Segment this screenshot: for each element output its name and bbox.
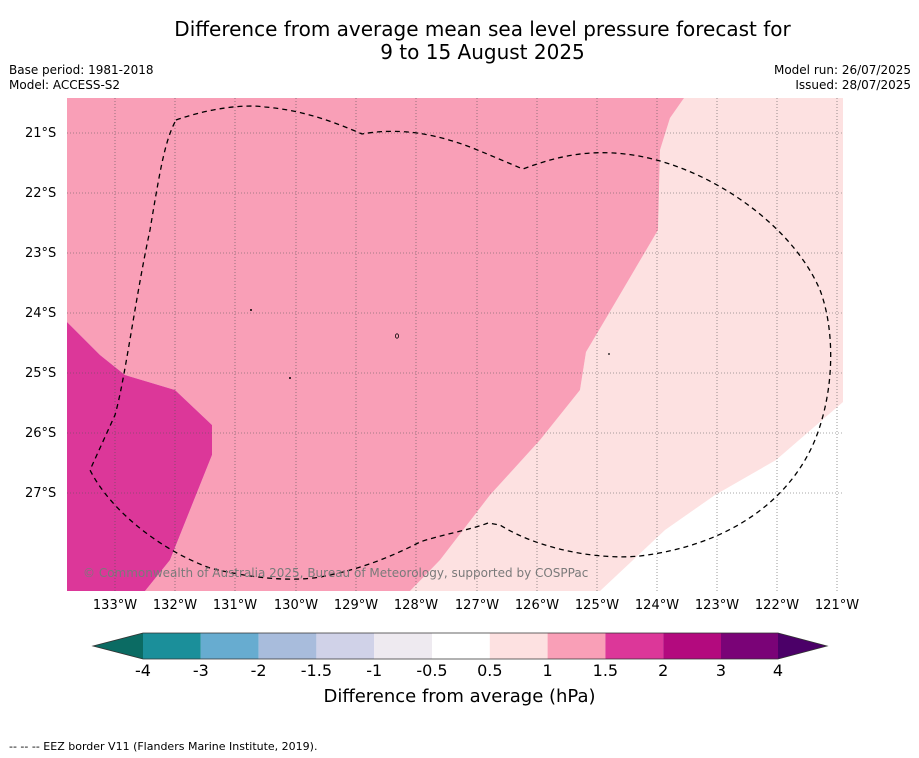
longitude-label: 126°W (514, 598, 560, 613)
colorbar-segment (143, 633, 201, 659)
colorbar-title: Difference from average (hPa) (323, 686, 596, 707)
colorbar-segment (258, 633, 317, 659)
longitude-label: 128°W (393, 598, 439, 613)
base-info: Base period: 1981-2018 Model: ACCESS-S2 (9, 63, 154, 93)
colorbar-segment (432, 633, 490, 659)
issued-date: Issued: 28/07/2025 (795, 78, 911, 92)
colorbar-high-arrow (778, 633, 827, 659)
longitude-label: 123°W (694, 598, 740, 613)
base-period: Base period: 1981-2018 (9, 63, 154, 77)
latitude-label: 23°S (25, 246, 57, 261)
eez-footnote: -- -- -- EEZ border V11 (Flanders Marine… (9, 740, 318, 753)
colorbar-segment (547, 633, 606, 659)
latitude-label: 26°S (25, 426, 57, 441)
colorbar-segment (316, 633, 375, 659)
run-info: Model run: 26/07/2025 Issued: 28/07/2025 (774, 63, 911, 93)
longitude-label: 127°W (454, 598, 500, 613)
zone-1-5-to-2 (67, 322, 212, 591)
latitude-label: 27°S (25, 486, 57, 501)
island-marker (608, 353, 610, 355)
island-marker (289, 377, 291, 379)
island-marker (394, 333, 399, 339)
latitude-label: 22°S (25, 186, 57, 201)
latitude-label: 25°S (25, 366, 57, 381)
title-line-1: Difference from average mean sea level p… (174, 17, 791, 41)
latitude-label: 24°S (25, 306, 57, 321)
longitude-label: 130°W (273, 598, 319, 613)
colorbar-segment (663, 633, 721, 659)
colorbar-segment (200, 633, 259, 659)
longitude-label: 121°W (814, 598, 860, 613)
colorbar-segment (721, 633, 778, 659)
colorbar-tick-label: -4 (135, 661, 151, 680)
title-line-2: 9 to 15 August 2025 (380, 40, 585, 64)
colorbar-tick-label: 2 (658, 661, 669, 680)
colorbar-low-arrow (93, 633, 143, 659)
colorbar-tick-label: -0.5 (416, 661, 448, 680)
map-area: © Commonwealth of Australia 2025, Bureau… (67, 98, 843, 591)
colorbar-segment (374, 633, 432, 659)
longitude-label: 124°W (634, 598, 680, 613)
longitude-label: 125°W (574, 598, 620, 613)
colorbar (91, 632, 829, 660)
graticule (67, 98, 843, 591)
model-name: Model: ACCESS-S2 (9, 78, 121, 92)
colorbar-segment (605, 633, 664, 659)
copyright-notice: © Commonwealth of Australia 2025, Bureau… (83, 566, 588, 580)
longitude-label: 132°W (152, 598, 198, 613)
longitude-label: 122°W (754, 598, 800, 613)
colorbar-tick-label: 0.5 (477, 661, 503, 680)
latitude-label: 21°S (25, 126, 57, 141)
zone-1-to-1-5 (67, 98, 684, 591)
colorbar-tick-label: -1 (366, 661, 383, 680)
colorbar-tick-label: -2 (250, 661, 267, 680)
colorbar-tick-label: 3 (715, 661, 727, 680)
colorbar-tick-label: 1.5 (592, 661, 619, 680)
island-marker (250, 309, 252, 311)
zone-0-5-to-1 (410, 98, 843, 591)
colorbar-tick-label: -3 (192, 661, 209, 680)
colorbar-tick-label: 1 (542, 661, 553, 680)
longitude-label: 129°W (333, 598, 379, 613)
colorbar-tick-label: 4 (772, 661, 784, 680)
longitude-label: 133°W (92, 598, 138, 613)
longitude-label: 131°W (212, 598, 258, 613)
colorbar-segment (489, 633, 548, 659)
colorbar-tick-label: -1.5 (300, 661, 332, 680)
map-title: Difference from average mean sea level p… (150, 18, 815, 64)
model-run: Model run: 26/07/2025 (773, 63, 911, 77)
eez-border (89, 105, 832, 580)
